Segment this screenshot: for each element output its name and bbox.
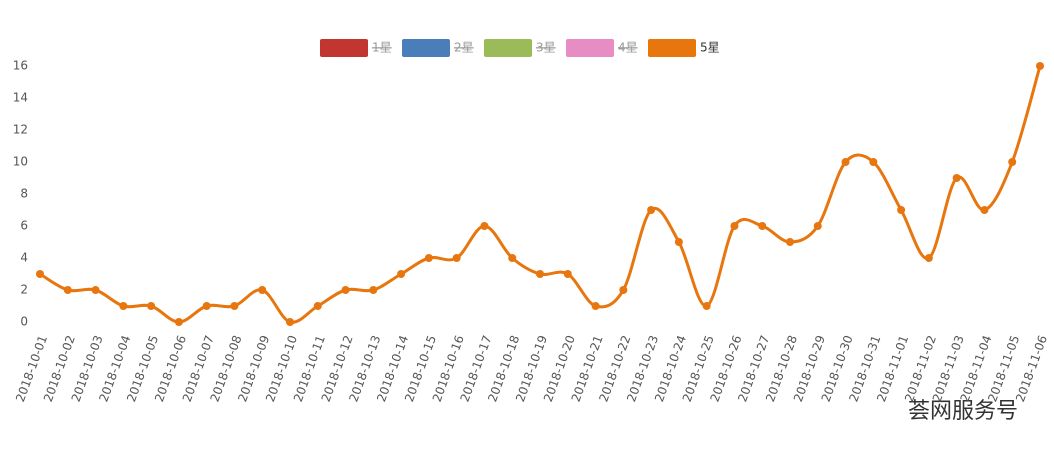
y-tick-label: 6 xyxy=(20,219,28,233)
point xyxy=(591,302,600,310)
legend-label[interactable]: 1星 xyxy=(372,41,392,55)
point xyxy=(202,302,211,310)
point xyxy=(786,238,794,246)
y-tick-label: 0 xyxy=(20,315,28,329)
point xyxy=(674,238,683,246)
point xyxy=(397,270,406,278)
y-tick-label: 16 xyxy=(13,59,28,73)
point xyxy=(480,222,489,230)
y-tick-label: 8 xyxy=(20,187,28,201)
y-tick-label: 12 xyxy=(13,123,28,137)
legend-label[interactable]: 2星 xyxy=(454,41,474,55)
point xyxy=(897,206,906,214)
legend-swatch[interactable] xyxy=(402,39,450,57)
point xyxy=(258,286,267,294)
y-tick-label: 14 xyxy=(13,91,28,105)
legend-label[interactable]: 3星 xyxy=(536,41,556,55)
point xyxy=(952,174,961,182)
point xyxy=(536,270,544,278)
point xyxy=(341,286,350,294)
point xyxy=(758,222,767,230)
point xyxy=(91,286,100,294)
point xyxy=(63,286,72,294)
point xyxy=(147,302,156,310)
legend-swatch[interactable] xyxy=(484,39,532,57)
point xyxy=(702,302,711,310)
legend-swatch[interactable] xyxy=(648,39,696,57)
y-tick-label: 10 xyxy=(13,155,28,169)
y-tick-label: 4 xyxy=(20,251,28,265)
line xyxy=(39,65,1042,324)
legend-label[interactable]: 4星 xyxy=(618,41,638,55)
point xyxy=(286,318,294,326)
point xyxy=(619,286,628,294)
point xyxy=(647,206,656,214)
point xyxy=(730,222,739,230)
point xyxy=(869,158,878,166)
point xyxy=(174,318,183,326)
point xyxy=(841,158,850,166)
point xyxy=(230,302,239,310)
point xyxy=(36,270,44,278)
y-tick-label: 2 xyxy=(20,283,28,297)
legend-swatch[interactable] xyxy=(320,39,368,57)
legend-swatch[interactable] xyxy=(566,39,614,57)
point xyxy=(980,206,989,214)
point xyxy=(563,270,572,278)
legend-label[interactable]: 5星 xyxy=(700,41,720,55)
point xyxy=(1008,158,1017,166)
point xyxy=(813,222,822,230)
point xyxy=(369,286,378,294)
point xyxy=(313,302,322,310)
point xyxy=(424,254,433,262)
point xyxy=(1036,62,1044,70)
point xyxy=(924,254,933,262)
point xyxy=(452,254,461,262)
watermark: 荟网服务号 xyxy=(908,399,1018,424)
point xyxy=(119,302,128,310)
point xyxy=(508,254,517,262)
